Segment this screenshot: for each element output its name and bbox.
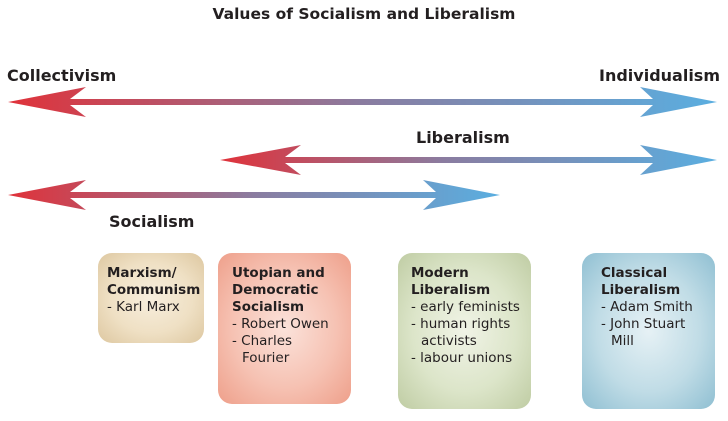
list-item: - human rights activists (411, 316, 511, 349)
thinker-list: - Robert Owen - Charles Fourier (232, 316, 343, 367)
box-heading: Utopian and Democratic Socialism (232, 265, 325, 315)
classical-liberalism-box: Classical Liberalism - Adam Smith - John… (582, 253, 715, 409)
thinker-list: - Karl Marx (107, 299, 196, 316)
diagram-title: Values of Socialism and Liberalism (212, 5, 516, 23)
list-item: - labour unions (411, 350, 513, 366)
socialism-label: Socialism (109, 212, 195, 231)
list-item: - Adam Smith (601, 299, 693, 315)
modern-liberalism-box: Modern Liberalism - early feminists - hu… (398, 253, 531, 409)
liberalism-arrow (220, 145, 717, 175)
marxism-communism-box: Marxism/ Communism - Karl Marx (98, 253, 204, 343)
utopian-democratic-socialism-box: Utopian and Democratic Socialism - Rober… (218, 253, 351, 404)
list-item: - Robert Owen (232, 316, 329, 332)
box-heading: Marxism/ Communism (107, 265, 201, 298)
socialism-arrow (8, 180, 500, 210)
box-heading: Modern Liberalism (411, 265, 491, 298)
list-item: - early feminists (411, 299, 520, 315)
box-heading: Classical Liberalism (601, 265, 681, 298)
group-list: - early feminists - human rights activis… (411, 299, 523, 367)
list-item: - Charles Fourier (232, 333, 293, 366)
list-item: - John Stuart Mill (601, 316, 686, 349)
individualism-label: Individualism (599, 66, 720, 85)
collectivism-label: Collectivism (7, 66, 117, 85)
liberalism-label: Liberalism (416, 128, 510, 147)
spectrum-arrow (8, 87, 717, 117)
list-item: - Karl Marx (107, 299, 180, 315)
thinker-list: - Adam Smith - John Stuart Mill (601, 299, 707, 350)
